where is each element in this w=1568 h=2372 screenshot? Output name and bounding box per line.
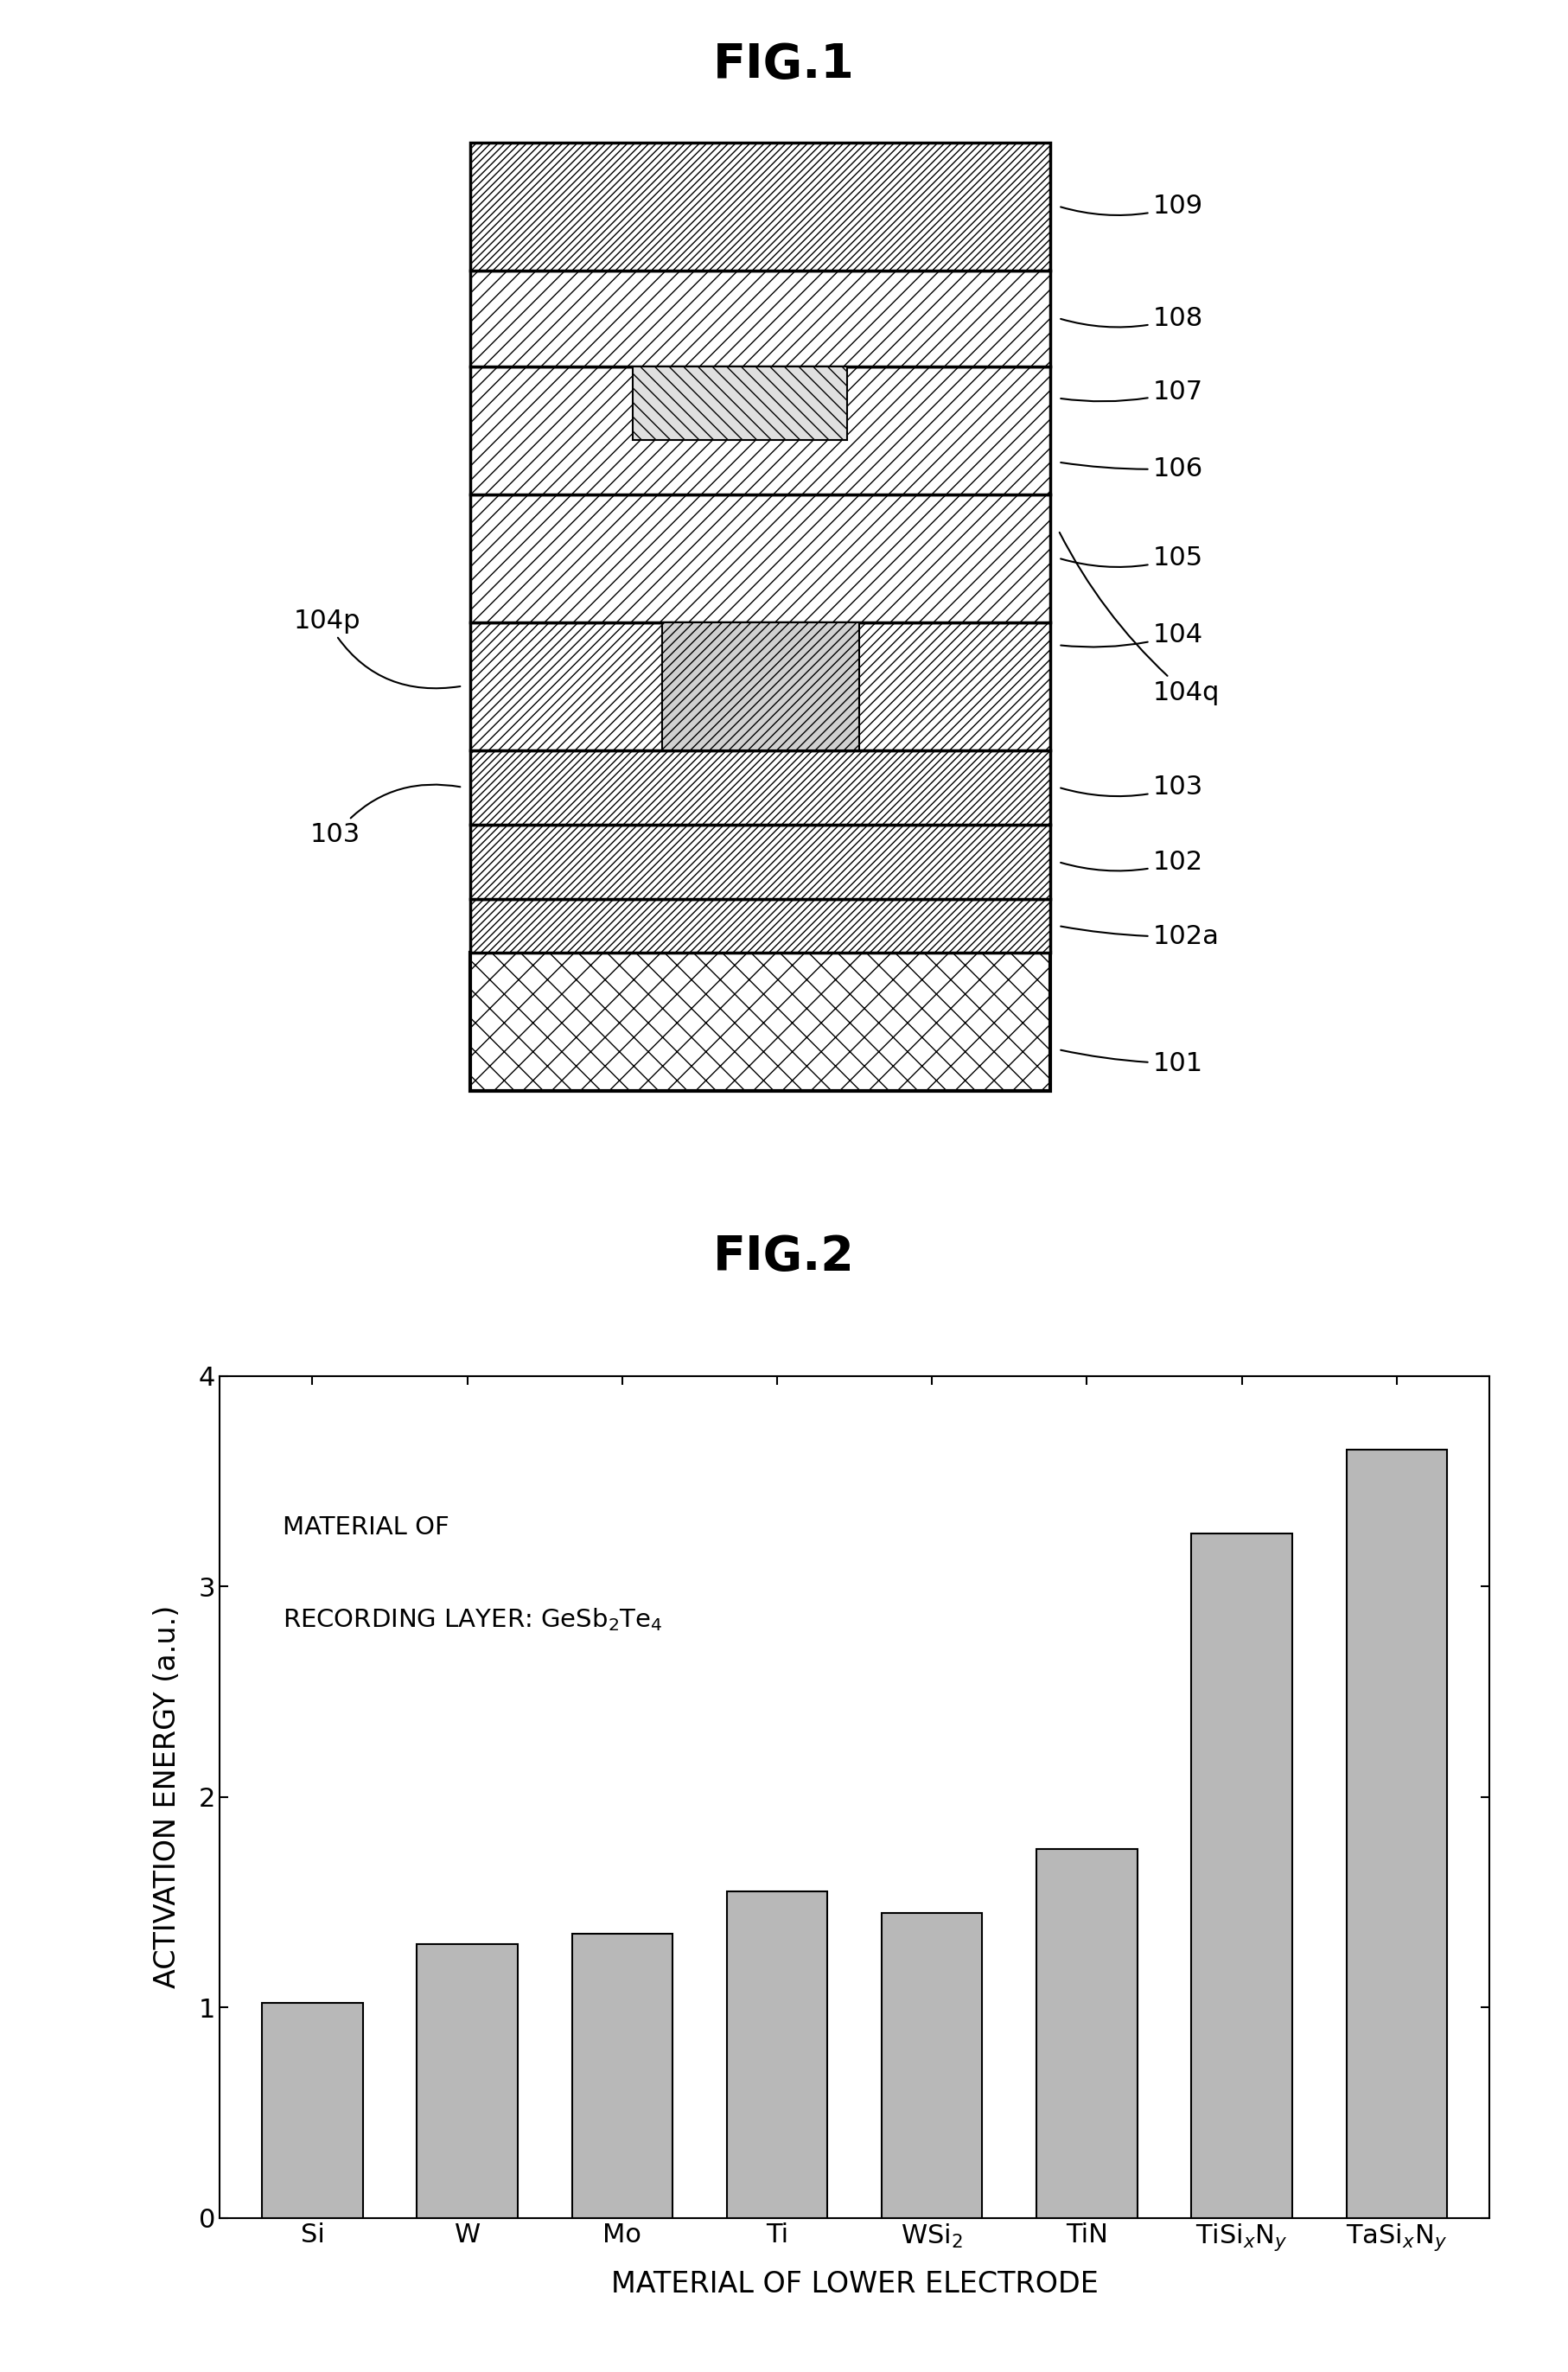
Bar <box>662 621 859 750</box>
Y-axis label: ACTIVATION ENERGY (a.u.): ACTIVATION ENERGY (a.u.) <box>154 1606 182 1988</box>
Bar <box>470 899 1051 954</box>
Text: FIG.2: FIG.2 <box>713 1233 855 1281</box>
Text: 101: 101 <box>1060 1051 1203 1077</box>
Text: 103: 103 <box>310 785 459 847</box>
Text: 104p: 104p <box>293 607 459 688</box>
Text: 107: 107 <box>1062 380 1203 403</box>
Bar <box>1192 1535 1292 2218</box>
Bar <box>728 1890 828 2218</box>
Bar <box>470 954 1051 1091</box>
X-axis label: MATERIAL OF LOWER ELECTRODE: MATERIAL OF LOWER ELECTRODE <box>612 2270 1098 2298</box>
Text: FIG.1: FIG.1 <box>713 40 855 88</box>
Bar <box>470 270 1051 365</box>
Bar <box>470 142 1051 270</box>
Text: 104: 104 <box>1062 621 1203 648</box>
Text: 105: 105 <box>1060 546 1203 572</box>
Bar <box>470 825 1051 899</box>
Bar <box>262 2002 362 2218</box>
Text: 106: 106 <box>1062 455 1203 482</box>
Text: 109: 109 <box>1060 195 1203 218</box>
Bar <box>470 621 1051 750</box>
Bar <box>1347 1449 1447 2218</box>
Text: 102a: 102a <box>1062 925 1218 949</box>
Bar <box>572 1933 673 2218</box>
Bar <box>881 1912 982 2218</box>
Text: MATERIAL OF: MATERIAL OF <box>284 1516 450 1539</box>
Text: 104q: 104q <box>1060 531 1220 704</box>
Text: 108: 108 <box>1060 306 1203 330</box>
Bar <box>417 1945 517 2218</box>
Bar <box>470 750 1051 825</box>
Text: 103: 103 <box>1060 776 1203 799</box>
Text: 102: 102 <box>1060 849 1203 875</box>
Bar <box>470 493 1051 621</box>
Bar <box>1036 1850 1137 2218</box>
Bar <box>470 365 1051 493</box>
Text: RECORDING LAYER: GeSb$_2$Te$_4$: RECORDING LAYER: GeSb$_2$Te$_4$ <box>284 1606 663 1634</box>
Bar <box>633 365 847 441</box>
